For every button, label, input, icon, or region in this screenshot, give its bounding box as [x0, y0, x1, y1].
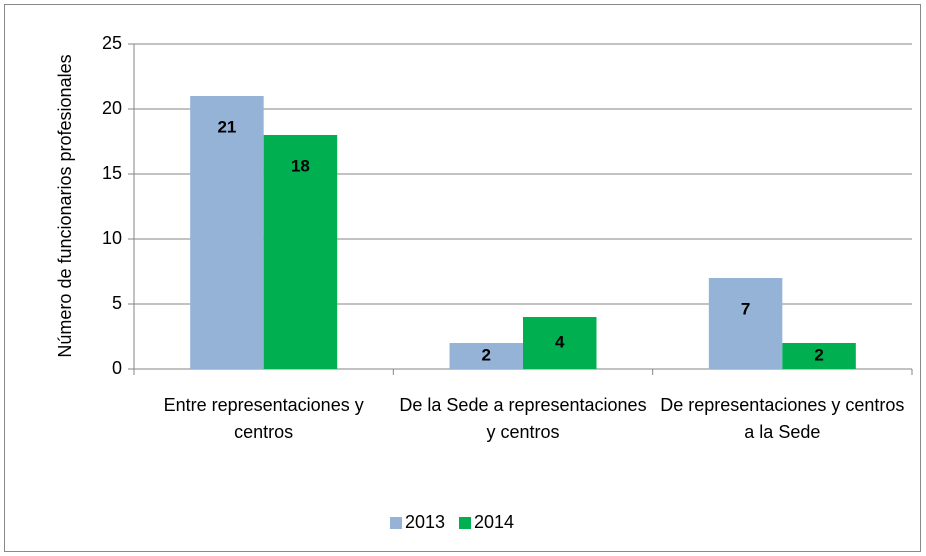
bar — [263, 135, 338, 369]
legend-label: 2013 — [405, 512, 445, 532]
bar — [449, 343, 523, 369]
legend-swatch — [459, 517, 471, 529]
data-label: 4 — [555, 332, 565, 351]
data-label: 2 — [814, 345, 823, 364]
y-tick-label: 25 — [102, 33, 122, 53]
data-label: 7 — [741, 299, 750, 318]
y-tick-label: 0 — [112, 358, 122, 378]
legend-label: 2014 — [474, 512, 514, 532]
x-tick-label: De la Sede a representaciones y centros — [399, 395, 647, 442]
y-tick-label: 10 — [102, 228, 122, 248]
y-tick-label: 20 — [102, 98, 122, 118]
bar — [190, 96, 264, 369]
data-label: 18 — [291, 156, 310, 175]
bar — [708, 278, 783, 369]
y-axis-title: Número de funcionarios profesionales — [55, 54, 75, 357]
data-label: 21 — [217, 117, 236, 136]
x-tick-label: Entre representaciones y centros — [163, 395, 364, 442]
x-tick-label: De representaciones y centros a la Sede — [660, 395, 905, 442]
legend-swatch — [390, 517, 402, 529]
y-tick-label: 5 — [112, 293, 122, 313]
chart-border — [4, 4, 921, 552]
data-label: 2 — [482, 345, 491, 364]
y-tick-label: 15 — [102, 163, 122, 183]
bar — [523, 317, 597, 369]
bar — [782, 343, 856, 369]
